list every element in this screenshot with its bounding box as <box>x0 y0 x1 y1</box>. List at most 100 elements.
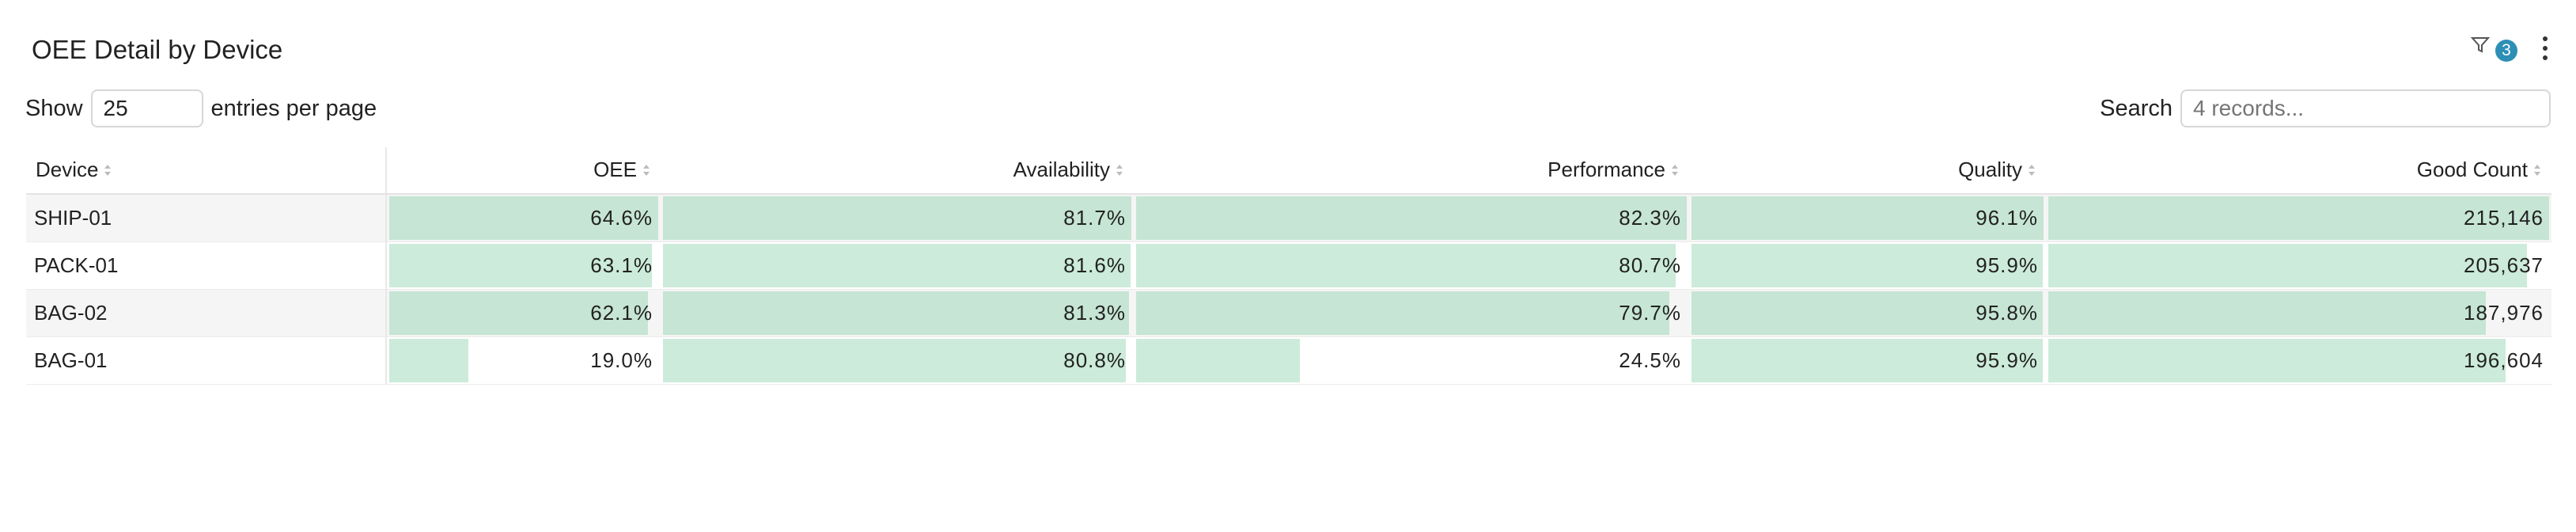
column-header[interactable]: Device <box>26 147 387 195</box>
data-table: Device OEE Availability Performance Quality G… <box>26 147 2551 385</box>
cell-value: 187,976 <box>2464 301 2544 325</box>
data-bar <box>663 291 1130 335</box>
table-cell: BAG-02 <box>26 289 387 337</box>
column-header[interactable]: Performance <box>1134 147 1689 195</box>
column-header[interactable]: Quality <box>1689 147 2046 195</box>
search-input[interactable] <box>2180 89 2551 127</box>
table-cell: 80.7% <box>1134 242 1689 290</box>
cell-value: 64.6% <box>590 206 653 230</box>
data-bar <box>389 291 648 335</box>
table-cell: 24.5% <box>1134 337 1689 385</box>
device-name: BAG-01 <box>34 348 108 372</box>
table-cell: 80.8% <box>661 337 1134 385</box>
column-label: Performance <box>1547 157 1665 181</box>
sort-icon <box>2027 158 2036 183</box>
data-bar <box>1691 244 2044 287</box>
data-bar <box>1136 196 1687 240</box>
sort-icon <box>642 158 651 183</box>
table-cell: BAG-01 <box>26 336 387 385</box>
data-bar <box>2048 291 2487 335</box>
data-bar <box>1136 244 1676 287</box>
table-cell: 81.3% <box>661 289 1134 337</box>
table-cell: SHIP-01 <box>26 194 387 242</box>
cell-value: 82.3% <box>1619 206 1681 230</box>
table-cell: 215,146 <box>2046 194 2551 242</box>
table-row: BAG-01 19.0% 80.8% 24.5% 95.9% 196,604 <box>26 336 2551 385</box>
column-label: Good Count <box>2416 157 2528 181</box>
cell-value: 80.8% <box>1063 348 1126 372</box>
table-controls: Show entries per page Search <box>25 87 2551 130</box>
data-bar <box>2048 196 2549 240</box>
table-cell: 64.6% <box>386 194 661 242</box>
cell-value: 95.8% <box>1976 301 2038 325</box>
column-label: OEE <box>593 157 637 181</box>
widget-icons: 3 <box>2470 35 2549 62</box>
cell-value: 24.5% <box>1619 348 1681 372</box>
entries-label: entries per page <box>210 95 377 121</box>
device-name: PACK-01 <box>34 253 119 277</box>
table-cell: 95.9% <box>1689 242 2046 290</box>
data-bar <box>1691 196 2044 240</box>
data-bar <box>663 196 1131 240</box>
table-cell: 63.1% <box>386 242 661 290</box>
table-cell: 19.0% <box>386 337 661 385</box>
widget-title: OEE Detail by Device <box>32 35 283 64</box>
data-bar <box>1136 291 1669 335</box>
filter-count: 3 <box>2495 40 2517 62</box>
table-cell: 62.1% <box>386 289 661 337</box>
cell-value: 96.1% <box>1976 206 2038 230</box>
table-row: BAG-02 62.1% 81.3% 79.7% 95.8% 187,976 <box>26 289 2551 337</box>
column-label: Device <box>36 157 99 181</box>
table-cell: 205,637 <box>2046 242 2551 290</box>
cell-value: 63.1% <box>590 253 653 277</box>
sort-icon <box>103 158 112 183</box>
data-bar <box>2048 339 2506 382</box>
show-label: Show <box>25 95 83 121</box>
cell-value: 196,604 <box>2464 348 2544 372</box>
device-name: BAG-02 <box>34 301 108 325</box>
sort-icon <box>1115 158 1124 183</box>
column-header[interactable]: Availability <box>661 147 1134 195</box>
filter-button[interactable]: 3 <box>2470 35 2517 62</box>
cell-value: 205,637 <box>2464 253 2544 277</box>
filter-icon <box>2470 37 2491 53</box>
cell-value: 80.7% <box>1619 253 1681 277</box>
cell-value: 215,146 <box>2464 206 2544 230</box>
column-label: Quality <box>1958 157 2022 181</box>
sort-icon <box>2532 158 2542 183</box>
table-row: PACK-01 63.1% 81.6% 80.7% 95.9% 205,637 <box>26 241 2551 290</box>
cell-value: 95.9% <box>1976 253 2038 277</box>
cell-value: 62.1% <box>590 301 653 325</box>
data-bar <box>1691 339 2044 382</box>
cell-value: 81.6% <box>1063 253 1126 277</box>
column-header[interactable]: Good Count <box>2046 147 2551 195</box>
table-cell: 79.7% <box>1134 289 1689 337</box>
data-bar <box>2048 244 2528 287</box>
sort-icon <box>1670 158 1680 183</box>
cell-value: 19.0% <box>590 348 653 372</box>
data-bar <box>1691 291 2043 335</box>
table-cell: 81.7% <box>661 194 1134 242</box>
table-row: SHIP-01 64.6% 81.7% 82.3% 96.1% 215,146 <box>26 194 2551 242</box>
table-cell: 96.1% <box>1689 194 2046 242</box>
table-cell: 82.3% <box>1134 194 1689 242</box>
cell-value: 81.3% <box>1063 301 1126 325</box>
column-header[interactable]: OEE <box>386 147 661 195</box>
cell-value: 95.9% <box>1976 348 2038 372</box>
header-row: Device OEE Availability Performance Quality G… <box>26 147 2551 195</box>
cell-value: 81.7% <box>1063 206 1126 230</box>
column-label: Availability <box>1013 157 1110 181</box>
data-bar <box>663 339 1127 382</box>
device-name: SHIP-01 <box>34 206 112 230</box>
menu-button[interactable] <box>2541 35 2549 62</box>
table-cell: PACK-01 <box>26 241 387 290</box>
table-cell: 81.6% <box>661 242 1134 290</box>
table-cell: 187,976 <box>2046 289 2551 337</box>
data-bar <box>389 244 653 287</box>
page-size-input[interactable] <box>90 89 203 127</box>
table-cell: 95.9% <box>1689 337 2046 385</box>
data-bar <box>1136 339 1301 382</box>
data-bar <box>389 196 658 240</box>
cell-value: 79.7% <box>1619 301 1681 325</box>
